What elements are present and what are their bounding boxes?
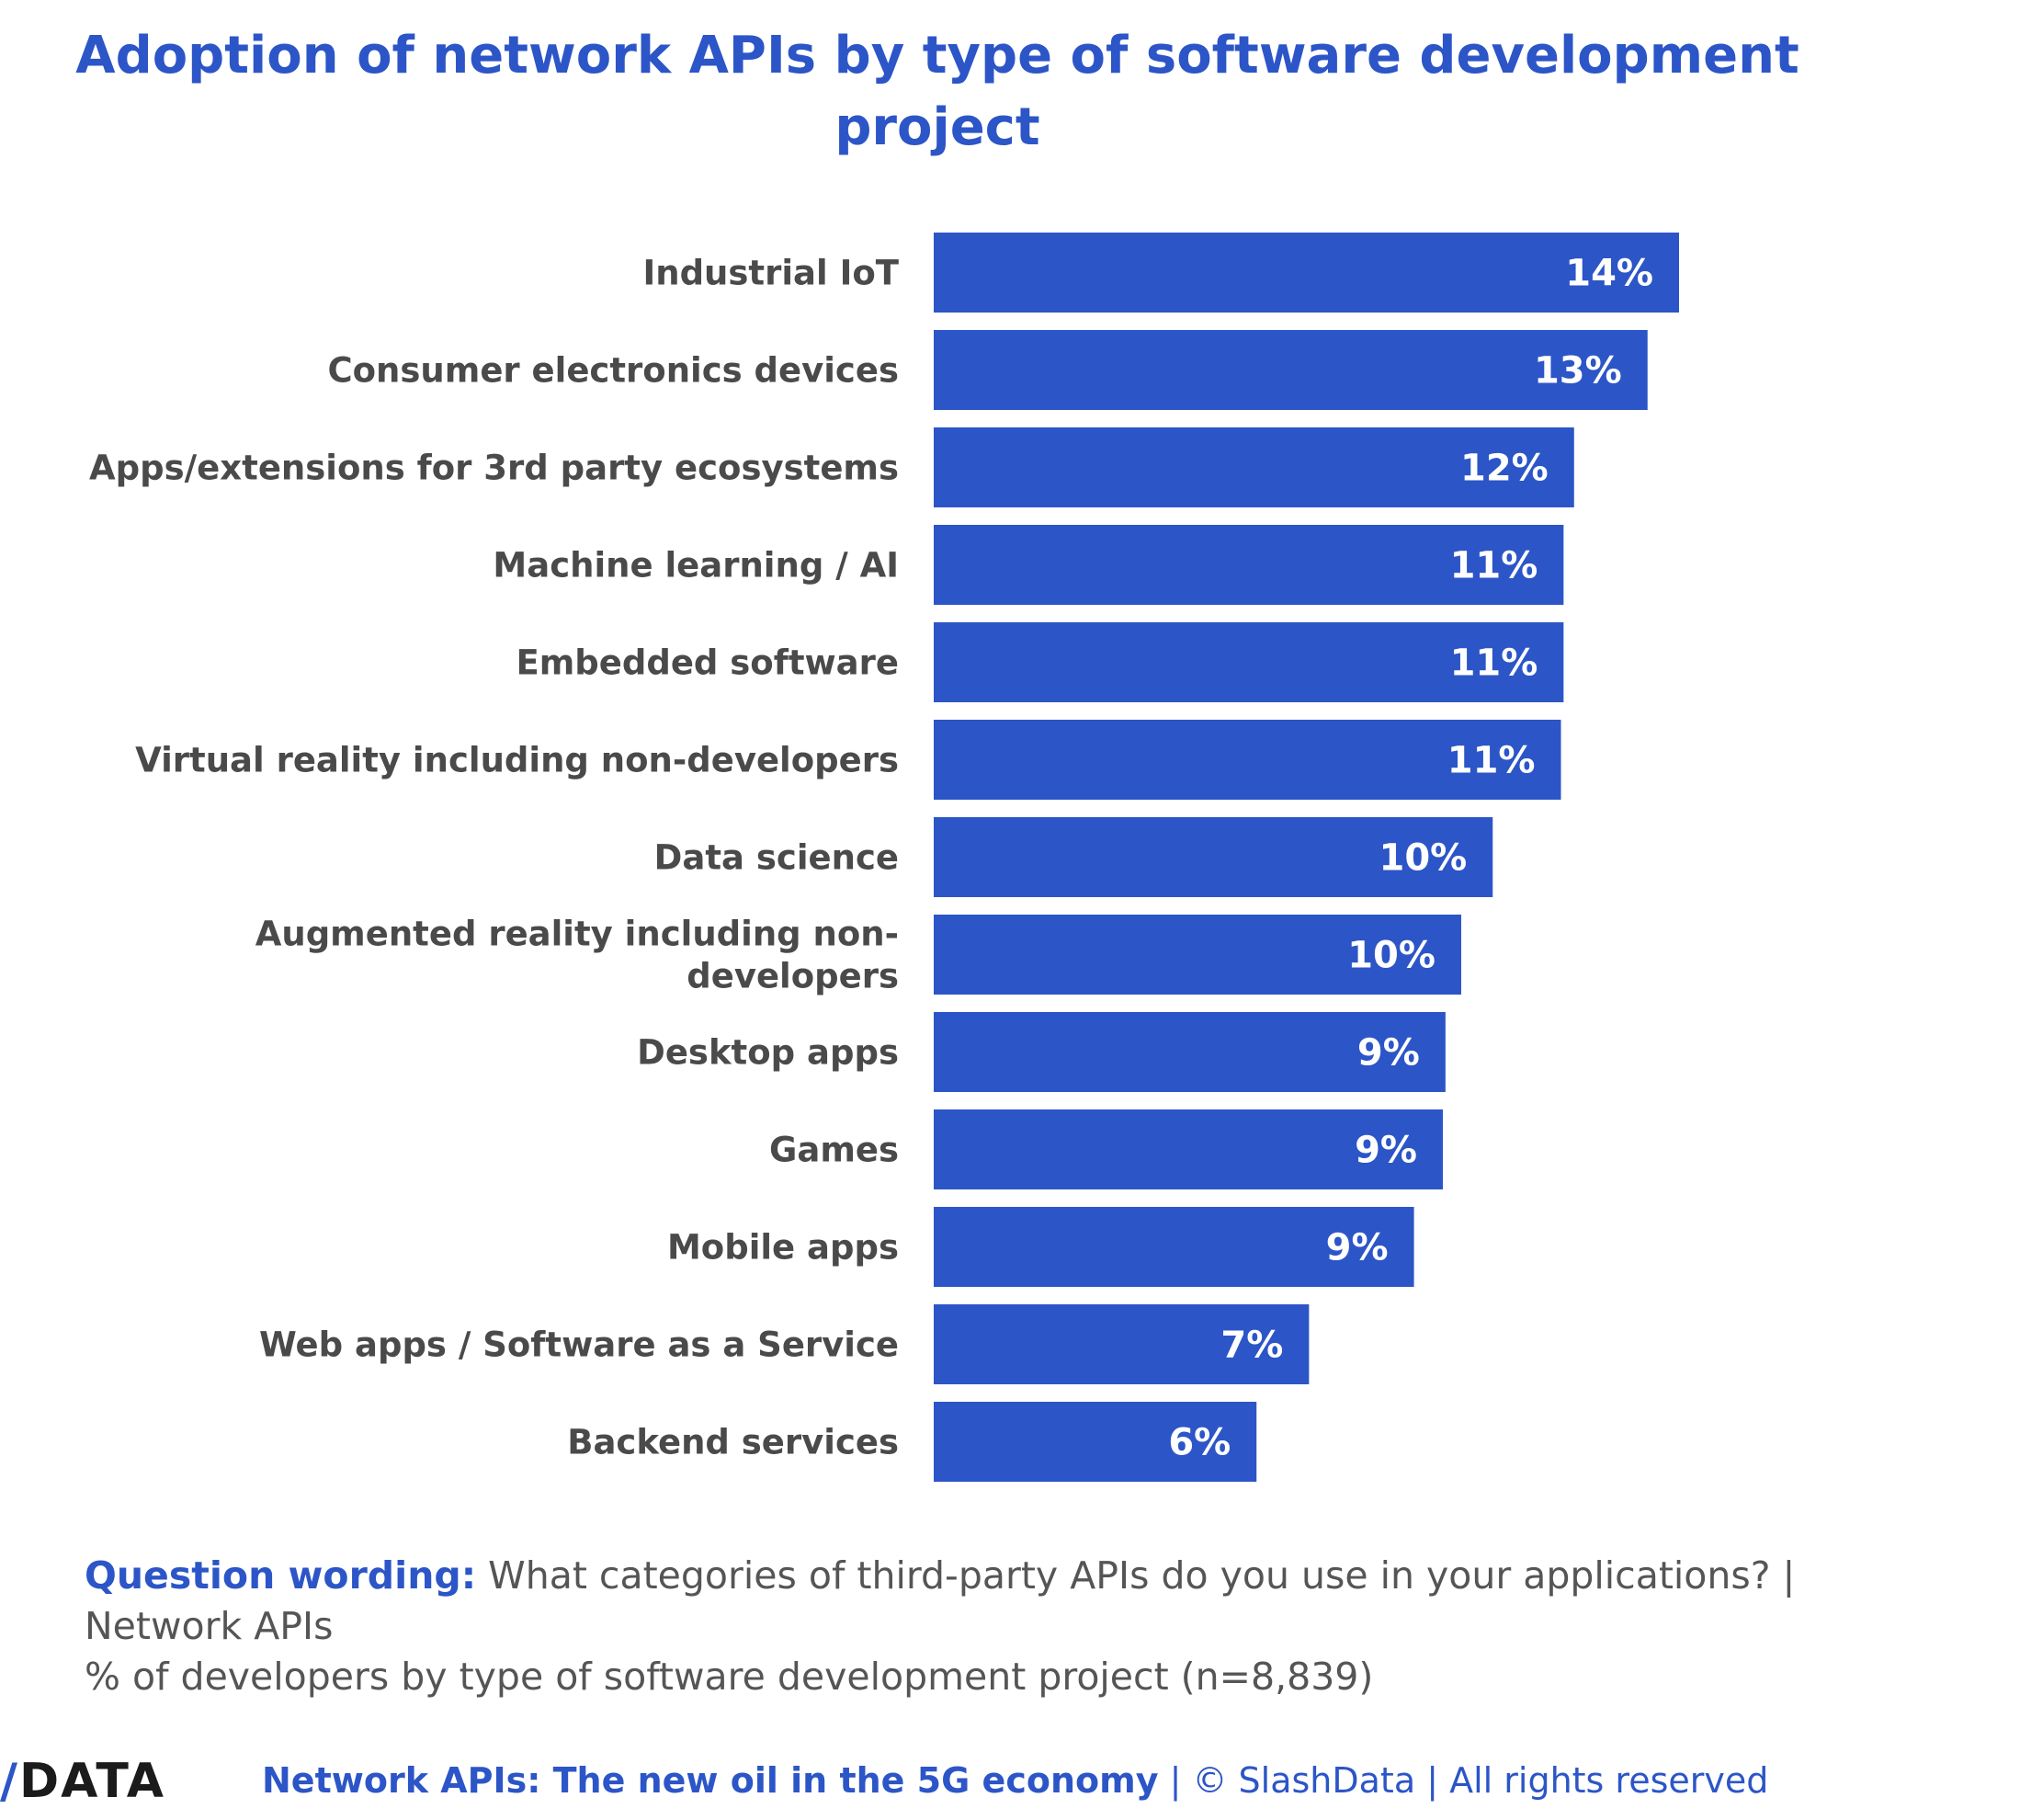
category-label-9: Games (769, 1131, 899, 1170)
bar-8 (934, 1012, 1446, 1092)
report-title: Network APIs: The new oil in the 5G econ… (262, 1760, 1159, 1801)
category-label-5: Virtual reality including non-developers (135, 741, 899, 780)
bar-value-label-3: 11% (1450, 545, 1538, 587)
bar-chart: 14% Industrial IoT 13% Consumer electronics… (89, 233, 1679, 1482)
logo-text: DATA (19, 1754, 166, 1809)
category-label-0: Industrial IoT (642, 254, 899, 293)
bar-10 (934, 1207, 1414, 1287)
category-label-8: Desktop apps (637, 1033, 899, 1073)
bar-value-label-1: 13% (1534, 350, 1622, 392)
bar-value-label-5: 11% (1447, 740, 1536, 782)
logo-slash: / (0, 1754, 19, 1809)
bar-value-label-7: 10% (1347, 935, 1436, 977)
chart-notes: Question wording: What categories of thi… (85, 1551, 1831, 1702)
bar-value-label-6: 10% (1379, 837, 1468, 880)
bar-value-label-11: 7% (1220, 1325, 1283, 1367)
bar-2 (934, 427, 1574, 507)
slashdata-logo: /DATA (0, 1754, 165, 1809)
category-label-1: Consumer electronics devices (327, 351, 899, 391)
copyright-text: © SlashData | All rights reserved (1192, 1760, 1769, 1801)
bar-4 (934, 622, 1564, 702)
bar-value-label-9: 9% (1355, 1130, 1417, 1172)
category-label-10: Mobile apps (667, 1228, 899, 1268)
category-label-12: Backend services (567, 1423, 899, 1462)
bar-9 (934, 1109, 1443, 1189)
category-label-6: Data science (654, 838, 899, 878)
question-wording: Question wording: What categories of thi… (85, 1551, 1831, 1652)
bar-value-label-4: 11% (1450, 643, 1538, 685)
bar-value-label-2: 12% (1460, 448, 1549, 490)
bar-3 (934, 525, 1564, 605)
bar-value-label-0: 14% (1565, 253, 1653, 295)
bar-6 (934, 817, 1493, 897)
bar-value-label-12: 6% (1168, 1422, 1231, 1464)
footer-credit: Network APIs: The new oil in the 5G econ… (262, 1757, 1768, 1803)
bar-0 (934, 233, 1679, 313)
category-label-7-line-1: developers (687, 957, 899, 996)
bar-value-label-10: 9% (1326, 1227, 1389, 1269)
category-label-3: Machine learning / AI (493, 546, 899, 586)
chart-title: Adoption of network APIs by type of soft… (75, 26, 1799, 157)
category-label-4: Embedded software (516, 643, 899, 683)
bar-1 (934, 330, 1648, 410)
category-label-11: Web apps / Software as a Service (259, 1325, 899, 1365)
question-wording-lead: Question wording: (85, 1553, 477, 1598)
question-wording-text: What categories of third-party APIs do y… (85, 1553, 1796, 1648)
bar-7 (934, 915, 1461, 995)
category-label-7-line-0: Augmented reality including non- (255, 915, 899, 954)
bar-5 (934, 720, 1561, 800)
footer: /DATA Network APIs: The new oil in the 5… (0, 1745, 2020, 1809)
category-label-2: Apps/extensions for 3rd party ecosystems (89, 449, 899, 488)
footer-separator: | (1158, 1760, 1193, 1801)
bar-11 (934, 1304, 1310, 1384)
sample-description: % of developers by type of software deve… (85, 1655, 1374, 1699)
bar-12 (934, 1402, 1257, 1482)
bar-value-label-8: 9% (1357, 1032, 1420, 1075)
